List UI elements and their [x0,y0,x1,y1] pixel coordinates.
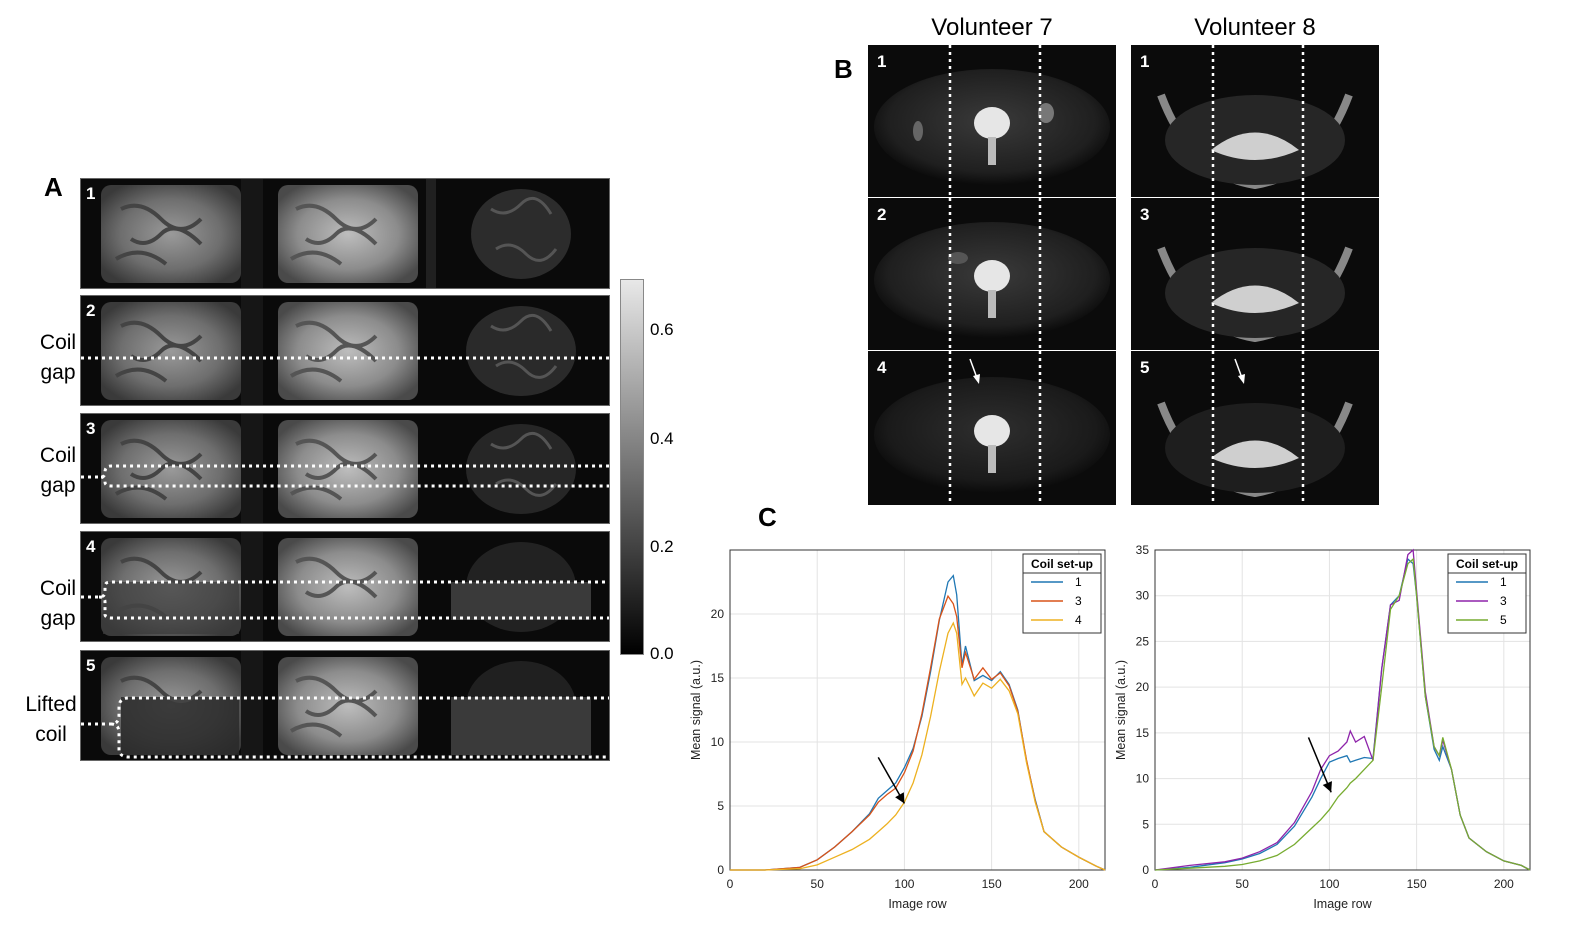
annotation-arrowhead [1322,781,1332,793]
label-line: gap [40,474,76,497]
dwi-image-v8-3: 3 [1131,198,1379,350]
colorbar-tick-label: 0.2 [650,537,674,556]
dwi-number: 4 [877,358,887,377]
legend-title: Coil set-up [1456,557,1518,571]
x-tick-label: 0 [727,877,734,891]
dwi-number: 2 [877,205,887,224]
colorbar-tick-label: 0.4 [650,429,674,448]
legend-entry: 5 [1500,613,1507,627]
panel-b-letter: B [834,54,853,84]
x-axis-label: Image row [888,897,947,911]
lifted-coil-label: Lifted coil [16,690,86,750]
y-tick-label: 20 [711,607,725,621]
panel-a-letter: A [44,172,63,202]
mri-image [81,532,609,641]
x-tick-label: 0 [1152,877,1159,891]
legend-entry: 3 [1075,594,1082,608]
dwi-number: 1 [877,52,887,71]
label-line: Coil [39,444,77,467]
y-axis-label: Mean signal (a.u.) [1114,660,1128,760]
y-tick-label: 15 [711,671,725,685]
row-number: 5 [86,656,96,675]
y-tick-label: 10 [711,735,725,749]
y-tick-label: 15 [1136,726,1150,740]
dwi-number: 3 [1140,205,1150,224]
dwi-image-v8-5: 5 [1131,351,1379,505]
colorbar [620,279,644,655]
dwi-number: 5 [1140,358,1150,377]
x-tick-label: 50 [811,877,825,891]
mri-row-5: 5 [80,650,610,761]
dwi-image-v7-1: 1 [868,45,1116,197]
y-tick-label: 5 [717,799,724,813]
x-tick-label: 100 [894,877,914,891]
label-line: Coil [39,331,77,354]
y-tick-label: 5 [1142,817,1149,831]
line-chart-volunteer-7: 0 50 100 150 200 0 5 10 15 20 Image row Mean signal… [689,549,1106,911]
row-number: 3 [86,419,96,438]
dwi-image-graphic [1157,45,1353,197]
y-tick-label: 30 [1136,589,1150,603]
y-axis-label: Mean signal (a.u.) [689,660,703,760]
x-tick-label: 150 [1407,877,1427,891]
y-tick-label: 10 [1136,772,1150,786]
plot-frame [729,549,1106,871]
label-line: coil [35,723,67,746]
label-line: gap [40,607,76,630]
legend-title: Coil set-up [1031,557,1093,571]
colorbar-tick-label: 0.6 [650,320,674,339]
coil-gap-label-row2: Coil gap [30,328,86,388]
legend-entry: 3 [1500,594,1507,608]
mri-row-2: 2 [80,295,610,406]
mri-image [101,179,571,288]
panel-c-letter: C [758,502,777,532]
row-number: 4 [86,537,96,556]
legend-entry: 4 [1075,613,1082,627]
x-tick-label: 200 [1069,877,1089,891]
y-tick-label: 20 [1136,680,1150,694]
series-line-5 [1154,557,1531,871]
dwi-image-v8-1: 1 [1131,45,1379,197]
y-tick-label: 0 [717,863,724,877]
colorbar-tick-label: 0.0 [650,644,674,663]
mri-image [81,296,609,405]
mri-image [81,651,609,760]
dwi-image-graphic [874,45,1110,197]
dwi-image-graphic [1157,351,1353,505]
dwi-image-v7-2: 2 [868,198,1116,350]
label-line: gap [40,361,76,384]
legend-entry: 1 [1075,575,1082,589]
mri-row-1: 1 [80,178,610,289]
label-line: Lifted [25,693,77,716]
plot-frame [1154,549,1531,871]
dwi-image-v7-4: 4 [868,351,1116,505]
dwi-image-graphic [1157,198,1353,350]
annotation-arrowhead [895,792,905,804]
mri-row-3: 3 [80,413,610,524]
row-number: 1 [86,184,96,203]
row-number: 2 [86,301,96,320]
x-tick-label: 200 [1494,877,1514,891]
mri-row-4: 4 [80,531,610,642]
dwi-number: 1 [1140,52,1150,71]
coil-gap-label-row4: Coil gap [30,574,86,634]
legend-entry: 1 [1500,575,1507,589]
volunteer-7-title: Volunteer 7 [931,14,1053,41]
x-tick-label: 50 [1236,877,1250,891]
y-tick-label: 0 [1142,863,1149,877]
volunteer-8-title: Volunteer 8 [1194,14,1316,41]
coil-gap-label-row3: Coil gap [30,441,86,501]
x-axis-label: Image row [1313,897,1372,911]
y-tick-label: 25 [1136,634,1150,648]
mri-image [81,414,609,523]
series-line-4 [730,621,1106,871]
dwi-image-graphic [874,198,1110,350]
x-tick-label: 150 [982,877,1002,891]
y-tick-label: 35 [1136,543,1150,557]
x-tick-label: 100 [1319,877,1339,891]
label-line: Coil [39,577,77,600]
dwi-image-graphic [874,351,1110,505]
